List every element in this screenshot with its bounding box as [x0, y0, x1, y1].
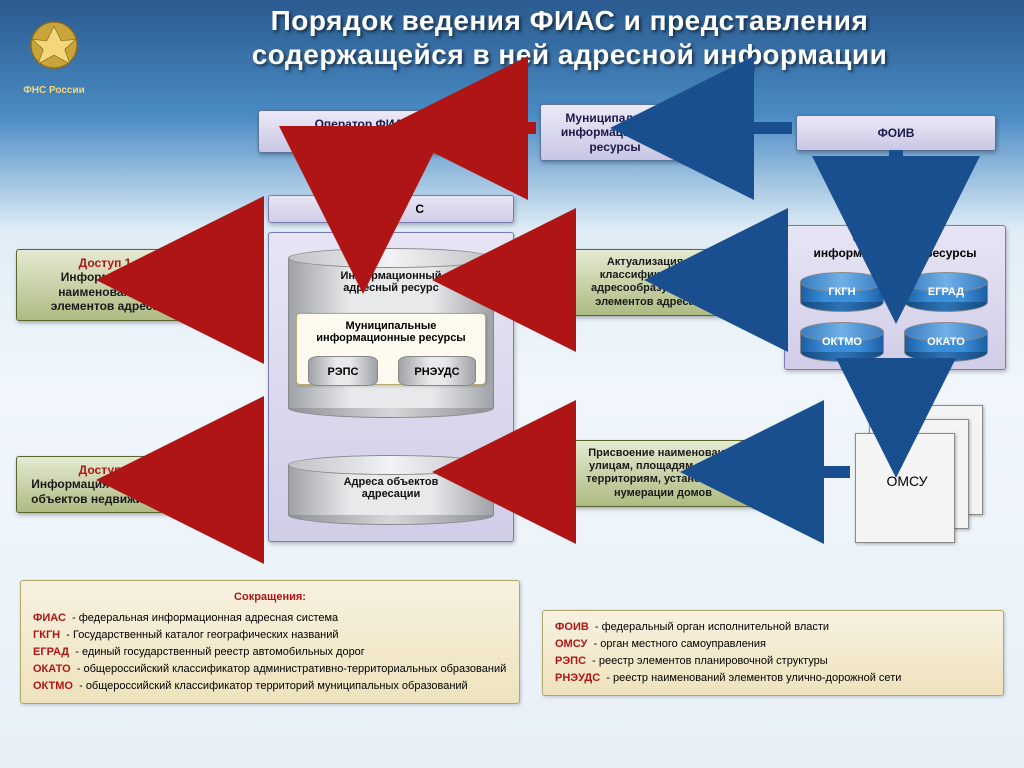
legend-right: ФОИВ - федеральный орган исполнительной …	[542, 610, 1004, 696]
legend-left: Сокращения: ФИАС - федеральная информаци…	[20, 580, 520, 704]
